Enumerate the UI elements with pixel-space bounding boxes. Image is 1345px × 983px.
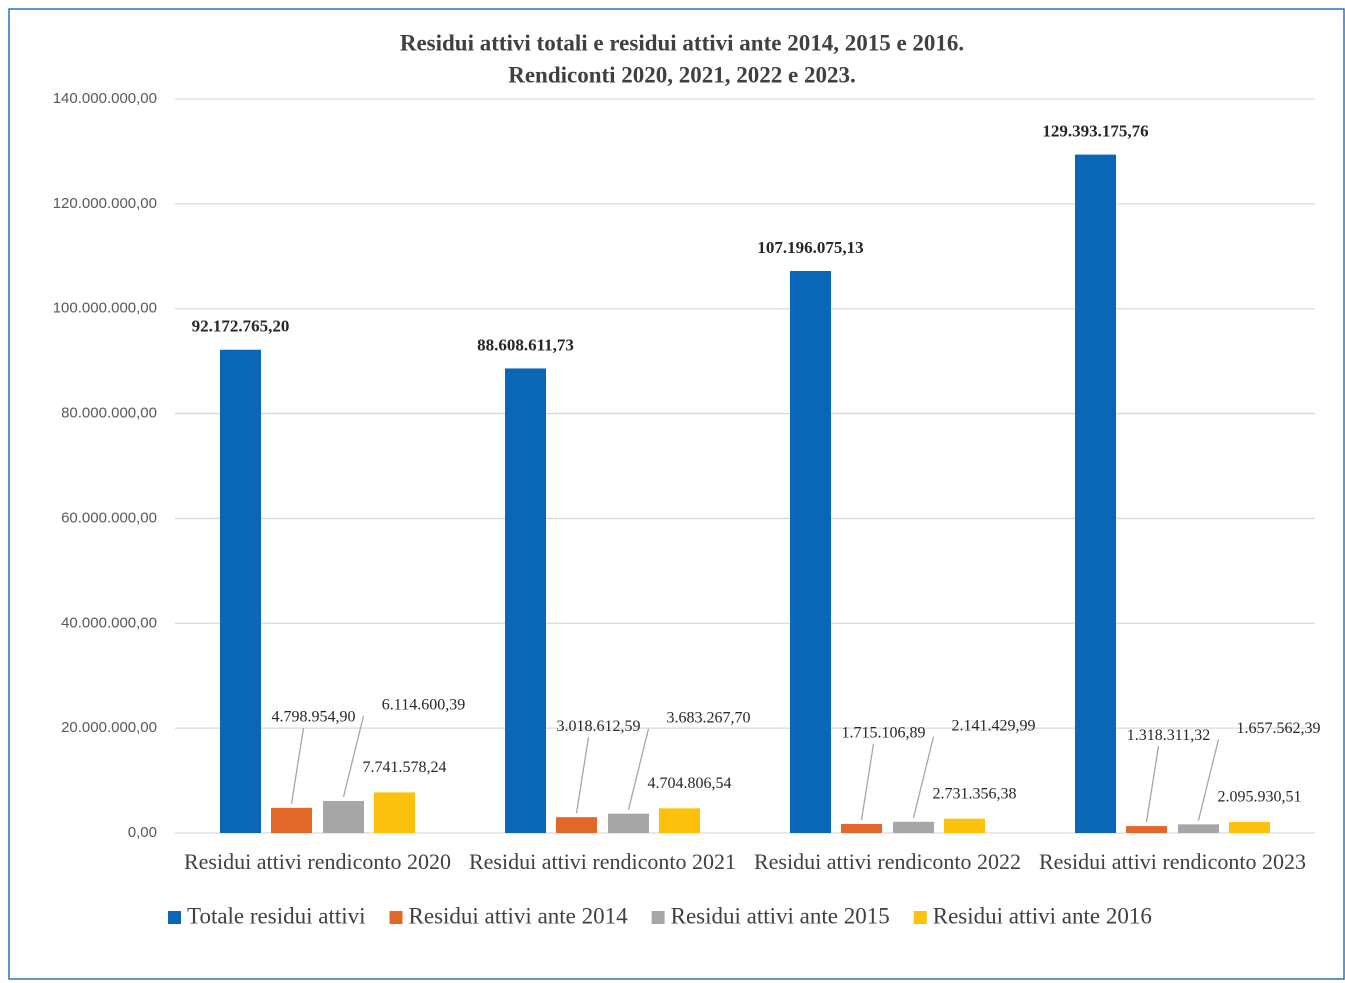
chart-subtitle: Rendiconti 2020, 2021, 2022 e 2023. bbox=[508, 62, 856, 87]
chart-title: Residui attivi totali e residui attivi a… bbox=[400, 30, 964, 55]
y-tick-label: 20.000.000,00 bbox=[61, 719, 157, 736]
bar bbox=[841, 824, 882, 833]
legend-swatch bbox=[168, 911, 181, 924]
legend-label: Totale residui attivi bbox=[187, 903, 366, 928]
data-label: 129.393.175,76 bbox=[1042, 122, 1148, 141]
leader-line bbox=[1197, 739, 1220, 821]
leader-line bbox=[342, 715, 365, 798]
data-label: 92.172.765,20 bbox=[192, 317, 290, 336]
data-label: 2.731.356,38 bbox=[933, 785, 1017, 802]
data-label: 6.114.600,39 bbox=[382, 697, 465, 714]
bar bbox=[893, 821, 934, 833]
bar bbox=[323, 800, 364, 833]
data-label: 2.141.429,99 bbox=[952, 717, 1036, 734]
leader-line bbox=[912, 736, 935, 818]
leader-line bbox=[627, 728, 650, 810]
bar bbox=[505, 368, 546, 833]
bar bbox=[944, 818, 985, 833]
bar bbox=[608, 813, 649, 833]
y-tick-label: 80.000.000,00 bbox=[61, 405, 157, 422]
bar bbox=[220, 349, 261, 833]
x-tick-label: Residui attivi rendiconto 2020 bbox=[183, 849, 452, 874]
bar bbox=[374, 792, 415, 833]
data-label: 7.741.578,24 bbox=[363, 759, 447, 776]
legend-swatch bbox=[651, 911, 665, 924]
data-label: 3.683.267,70 bbox=[667, 709, 751, 726]
data-label: 3.018.612,59 bbox=[557, 718, 641, 735]
legend-swatch bbox=[913, 911, 927, 924]
bar bbox=[1178, 824, 1219, 833]
y-tick-label: 40.000.000,00 bbox=[61, 614, 157, 631]
leader-line bbox=[860, 743, 875, 821]
leader-line bbox=[575, 737, 590, 814]
data-label: 4.798.954,90 bbox=[272, 709, 356, 726]
y-tick-label: 0,00 bbox=[128, 824, 157, 841]
bar bbox=[1075, 154, 1116, 834]
x-tick-label: Residui attivi rendiconto 2021 bbox=[468, 849, 737, 874]
legend-label: Residui attivi ante 2015 bbox=[671, 903, 890, 928]
data-label: 1.318.311,32 bbox=[1127, 727, 1210, 744]
leader-line bbox=[290, 727, 305, 804]
data-label: 2.095.930,51 bbox=[1218, 789, 1302, 806]
y-tick-label: 120.000.000,00 bbox=[53, 195, 157, 212]
data-label: 1.715.106,89 bbox=[842, 725, 926, 742]
y-tick-label: 140.000.000,00 bbox=[53, 90, 157, 107]
leader-line bbox=[1145, 745, 1160, 823]
y-tick-label: 60.000.000,00 bbox=[61, 509, 157, 526]
bar bbox=[1229, 822, 1270, 833]
data-label: 1.657.562,39 bbox=[1237, 720, 1321, 737]
y-tick-label: 100.000.000,00 bbox=[53, 300, 157, 317]
x-tick-label: Residui attivi rendiconto 2022 bbox=[753, 849, 1022, 874]
legend-label: Residui attivi ante 2014 bbox=[409, 903, 629, 928]
bar bbox=[1126, 826, 1167, 833]
x-tick-label: Residui attivi rendiconto 2023 bbox=[1038, 849, 1307, 874]
bar bbox=[271, 807, 312, 833]
data-label: 107.196.075,13 bbox=[757, 238, 863, 257]
legend-swatch bbox=[389, 911, 403, 924]
data-label: 88.608.611,73 bbox=[477, 335, 574, 354]
bar bbox=[659, 808, 700, 833]
data-label: 4.704.806,54 bbox=[648, 775, 732, 792]
bar bbox=[790, 270, 831, 833]
bar bbox=[556, 817, 597, 833]
legend-label: Residui attivi ante 2016 bbox=[933, 903, 1152, 928]
